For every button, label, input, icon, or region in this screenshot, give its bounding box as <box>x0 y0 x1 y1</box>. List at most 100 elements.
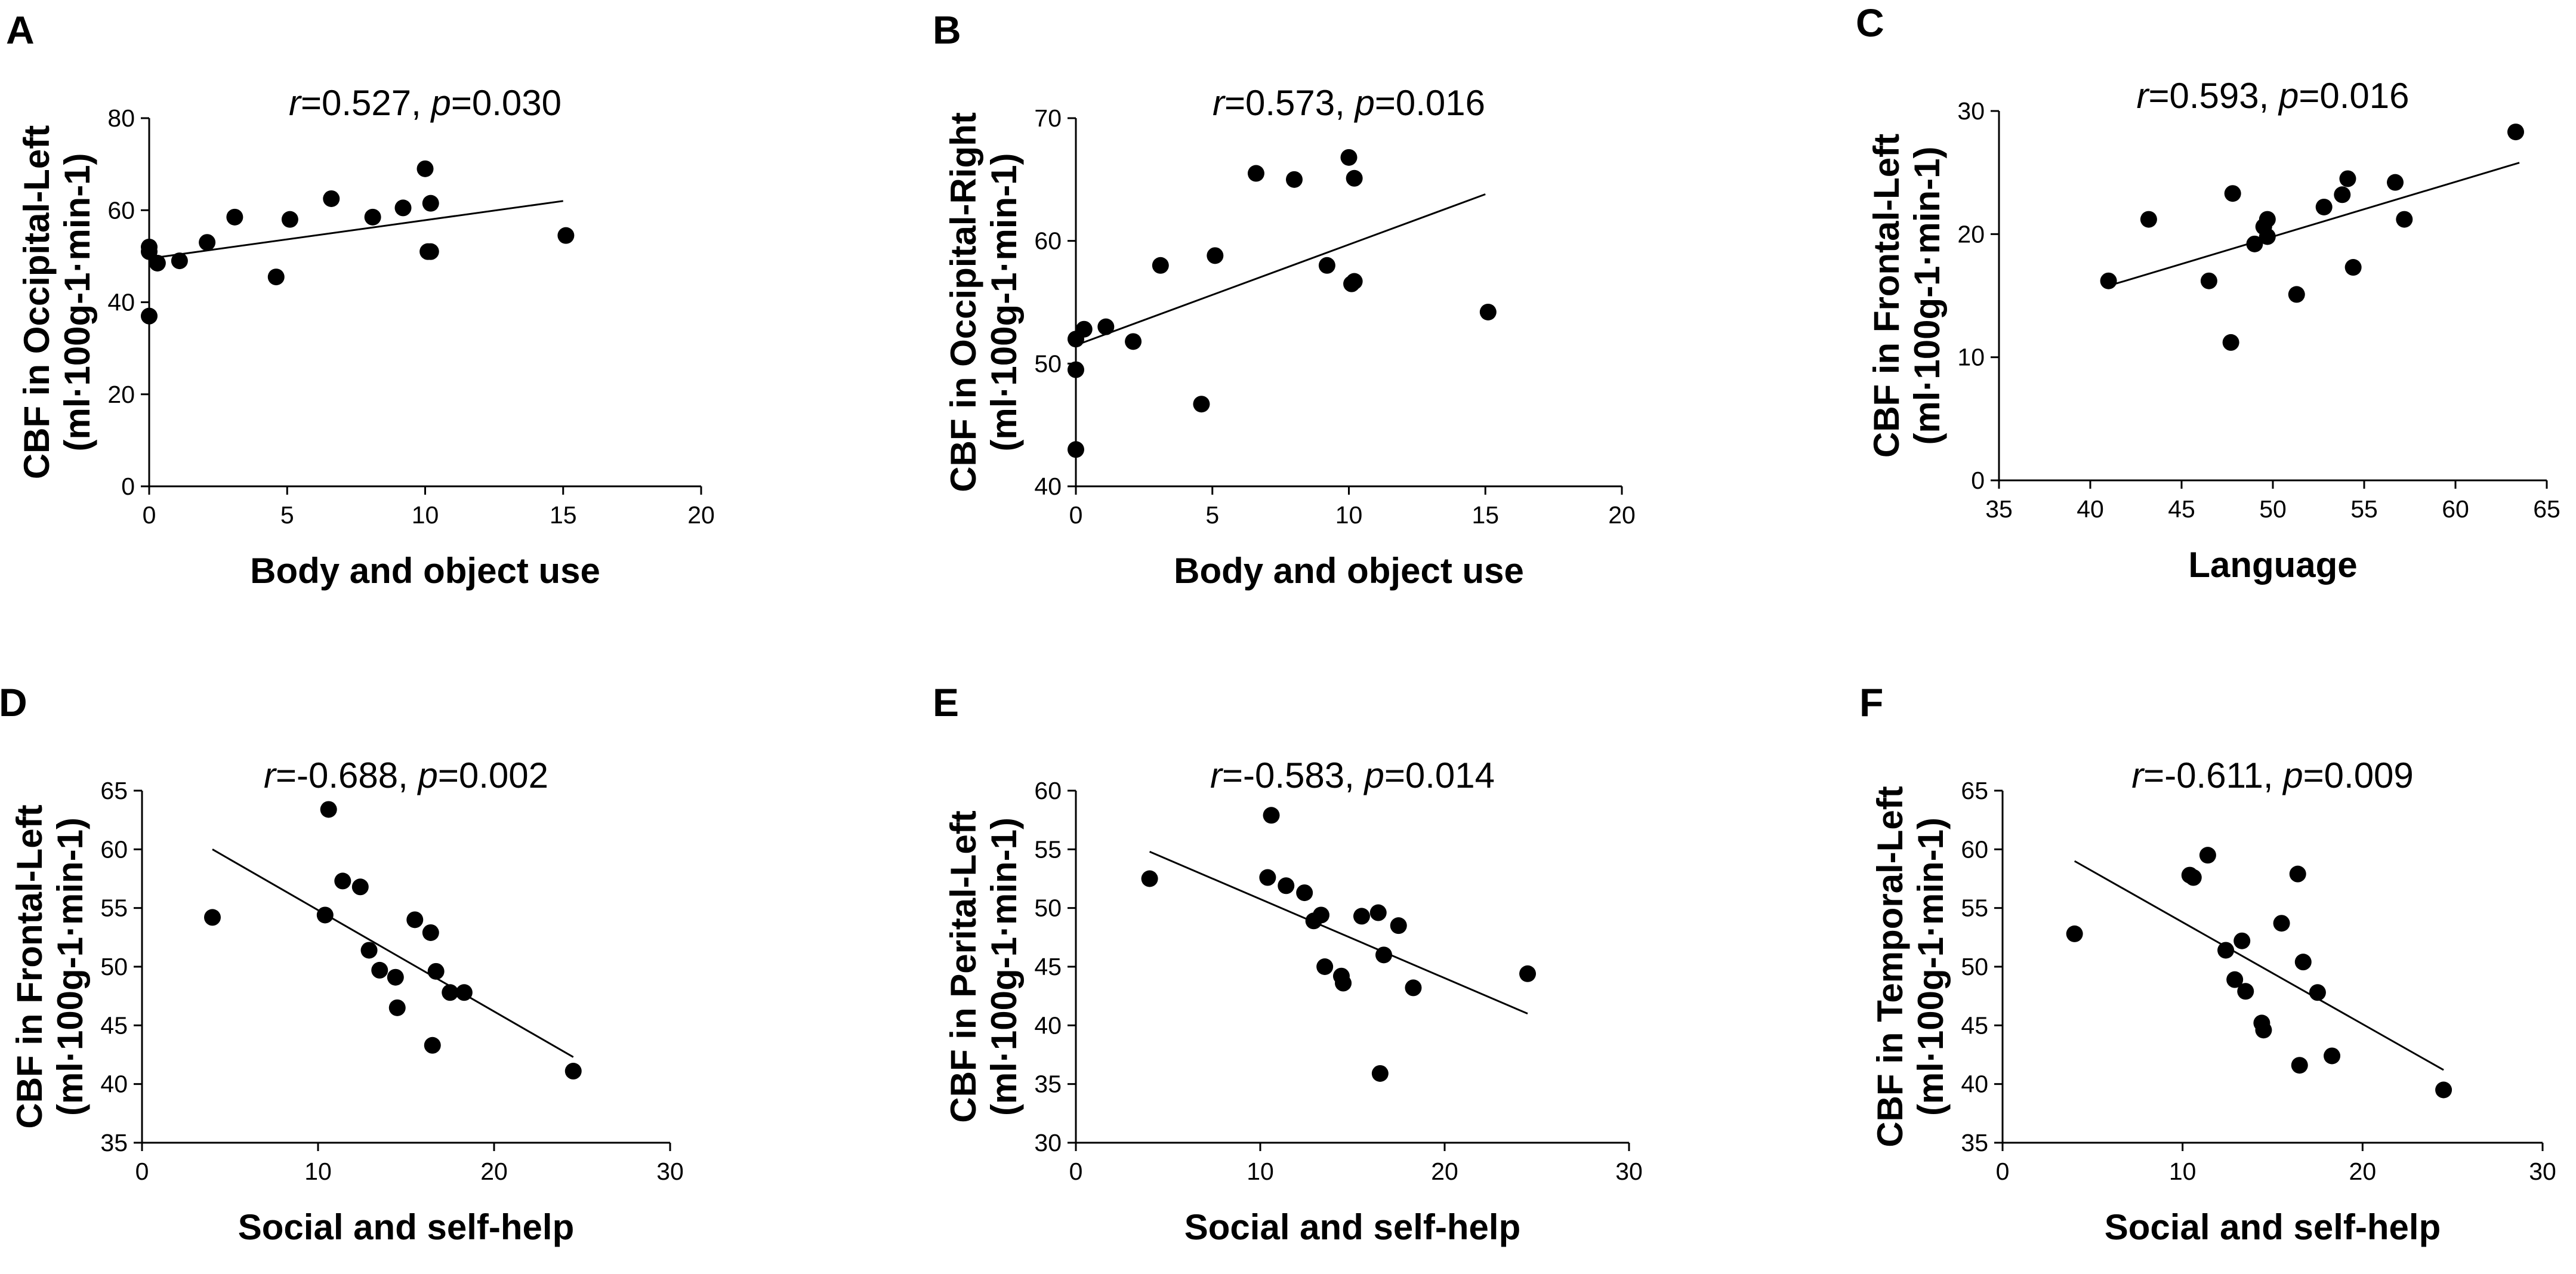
data-point <box>2224 185 2241 202</box>
data-point <box>267 269 285 286</box>
y-tick-label: 40 <box>100 1071 128 1098</box>
y-tick-label: 55 <box>1961 894 1988 922</box>
data-point <box>1259 869 1276 886</box>
data-point <box>387 968 404 986</box>
x-tick-label: 20 <box>480 1158 508 1185</box>
data-point <box>2291 1057 2308 1074</box>
y-tick-label: 40 <box>107 289 135 316</box>
data-point <box>2344 259 2362 276</box>
x-tick-label: 5 <box>280 501 294 529</box>
y-tick-label: 40 <box>1034 473 1062 500</box>
data-point <box>141 238 158 255</box>
x-tick-label: 0 <box>135 1158 149 1185</box>
y-axis-unit: (ml·100g-1·min-1) <box>1907 146 1947 445</box>
data-point <box>323 190 340 207</box>
y-tick-label: 0 <box>1971 467 1985 494</box>
y-tick-label: 35 <box>100 1129 128 1156</box>
panel-e: E 30 35 40 45 50 55 60 0 10 20 30 Social and self-he… <box>933 680 1643 1247</box>
y-axis-title: CBF in Occipital-Left <box>17 125 57 479</box>
data-point <box>2259 211 2276 228</box>
data-point <box>1340 149 1358 166</box>
y-tick-label: 60 <box>100 835 128 863</box>
data-point <box>1346 169 1363 187</box>
data-point <box>364 208 381 226</box>
y-tick-label: 55 <box>1034 835 1062 863</box>
data-point <box>2507 124 2524 141</box>
y-tick-label: 40 <box>1961 1071 1988 1098</box>
data-point <box>351 878 369 896</box>
data-point <box>2246 235 2263 252</box>
data-point <box>406 911 424 928</box>
y-tick-label: 45 <box>100 1011 128 1039</box>
x-tick-label: 30 <box>2529 1158 2556 1185</box>
y-tick-label: 60 <box>107 196 135 224</box>
data-point <box>1247 165 1264 182</box>
correlation-stats: r=-0.583, p=0.014 <box>1210 755 1495 795</box>
x-tick-label: 45 <box>2168 495 2195 523</box>
panel-letter-b: B <box>933 8 961 52</box>
y-tick-label: 30 <box>1034 1129 1062 1156</box>
data-point <box>1335 974 1352 992</box>
y-axis-title: CBF in Perital-Left <box>943 810 983 1122</box>
correlation-stats: r=0.527, p=0.030 <box>289 83 562 123</box>
data-point <box>2226 971 2244 988</box>
x-tick-label: 10 <box>1335 501 1363 529</box>
data-point <box>2259 228 2276 245</box>
y-axis-unit: (ml·100g-1·min-1) <box>984 153 1024 451</box>
data-point <box>2334 186 2351 203</box>
data-point <box>564 1063 582 1080</box>
data-point <box>2222 334 2239 351</box>
data-point <box>455 984 473 1001</box>
y-axis-title: CBF in Temporal-Left <box>1870 786 1910 1147</box>
x-tick-label: 15 <box>550 501 577 529</box>
correlation-stats: r=-0.611, p=0.009 <box>2131 755 2414 795</box>
x-tick-label: 20 <box>1608 501 1636 529</box>
data-point <box>1296 884 1313 902</box>
data-point <box>1316 958 1334 975</box>
x-tick-label: 5 <box>1205 501 1219 529</box>
data-point <box>2140 211 2157 228</box>
regression-line <box>2074 860 2444 1071</box>
panel-letter-e: E <box>933 680 959 724</box>
data-point <box>1375 946 1393 964</box>
panel-c: C 0 10 20 30 35 40 45 50 55 60 65 Language CBF in Fro… <box>1856 1 2560 585</box>
panel-b: B 40 50 60 70 0 5 10 15 20 Body and object use CBF … <box>933 8 1636 591</box>
data-point <box>2289 865 2306 883</box>
y-tick-label: 60 <box>1034 777 1062 804</box>
y-axis-unit: (ml·100g-1·min-1) <box>984 818 1024 1116</box>
x-tick-label: 30 <box>656 1158 684 1185</box>
data-point <box>424 1037 441 1054</box>
correlation-stats: r=0.593, p=0.016 <box>2136 76 2409 116</box>
data-point <box>2294 954 2312 971</box>
y-tick-label: 20 <box>107 381 135 408</box>
data-point <box>2100 272 2117 289</box>
panel-letter-f: F <box>1859 680 1883 724</box>
data-point <box>427 963 445 980</box>
data-point <box>1405 979 1422 997</box>
data-point <box>417 160 434 177</box>
y-tick-label: 40 <box>1034 1011 1062 1039</box>
data-point <box>2066 925 2083 942</box>
y-tick-label: 20 <box>1957 220 1985 248</box>
x-tick-label: 30 <box>1615 1158 1643 1185</box>
x-tick-label: 0 <box>1996 1158 2010 1185</box>
x-axis-title: Body and object use <box>250 551 600 591</box>
y-tick-label: 50 <box>1034 894 1062 922</box>
data-point <box>149 254 166 272</box>
data-point <box>2324 1047 2341 1065</box>
y-tick-label: 35 <box>1961 1129 1988 1156</box>
data-point <box>2199 847 2216 864</box>
data-point <box>2273 915 2290 932</box>
data-point <box>1286 171 1303 188</box>
data-point <box>1318 257 1335 274</box>
y-tick-label: 10 <box>1957 344 1985 371</box>
x-tick-label: 10 <box>2169 1158 2196 1185</box>
data-point <box>422 243 439 260</box>
y-tick-label: 70 <box>1034 104 1062 132</box>
data-point <box>1125 333 1142 350</box>
panel-letter-a: A <box>6 8 35 52</box>
y-tick-label: 45 <box>1961 1011 1988 1039</box>
data-point <box>422 924 439 941</box>
x-tick-label: 0 <box>1069 501 1083 529</box>
data-point <box>2435 1081 2452 1099</box>
